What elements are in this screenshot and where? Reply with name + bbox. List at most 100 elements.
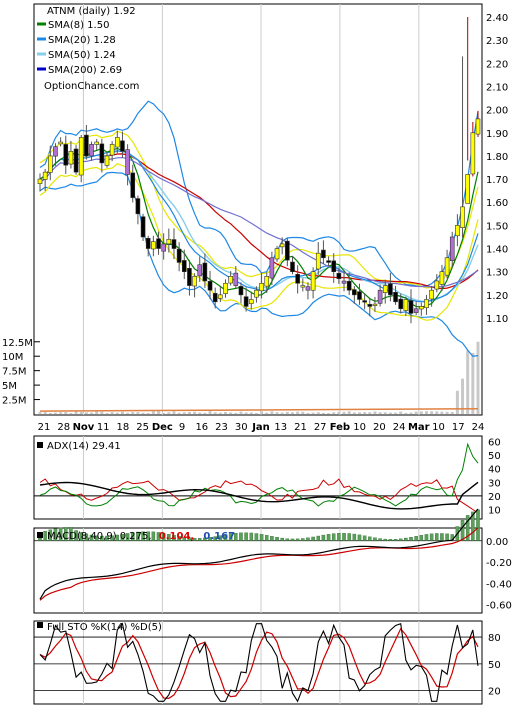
price-y-tick: 1.90 [486,129,508,140]
volume-bar [424,411,428,414]
volume-bar [430,411,434,414]
macd-histogram-bar [285,538,290,541]
volume-bar [64,412,68,414]
macd-histogram-bar [373,537,377,541]
volume-bar [316,412,320,414]
adx-y-tick: 40 [488,465,501,476]
macd-y-tick: 0.00 [486,537,508,548]
volume-bar [95,411,99,414]
macd-histogram-bar [105,535,109,541]
macd-histogram-bar [53,528,58,541]
macd-histogram-bar [326,534,331,541]
adx-plus-di-line [39,442,479,507]
macd-histogram-bar [64,527,68,541]
candle-body [413,308,419,313]
candle-body [424,299,429,309]
candle-body [48,155,53,173]
candle-body [315,252,321,270]
candle-body [187,267,192,286]
candle-body [398,298,404,310]
x-tick-label: 27 [314,422,327,433]
price-legend: ATNM (daily) 1.92 SMA(8) 1.50 SMA(20) 1.… [37,6,139,92]
macd-histogram-bar [445,533,449,541]
macd-histogram-bar [192,538,197,541]
candle-body [89,144,94,157]
sto-y-tick: 80 [488,633,501,644]
macd-histogram-bar [120,534,125,541]
macd-signal-line [39,527,479,601]
macd-histogram-bar [259,534,264,541]
macd-histogram-bar [347,533,351,541]
macd-panel-frame [33,527,483,614]
candle-body [248,299,254,304]
adx-minus-di-line [39,478,479,514]
volume-bar [110,412,114,414]
volume-bar [198,412,202,414]
candle-body [207,281,213,291]
sto-legend: Full STO %K(14) %D(5) [37,622,162,633]
macd-line [39,508,479,600]
volume-bar [290,412,294,414]
volume-bar [53,412,57,414]
macd-histogram-bar [280,537,284,541]
macd-histogram-bar [48,529,53,541]
candle-body [259,282,264,292]
volume-bar [296,411,300,414]
candle-body [218,294,223,299]
macd-histogram-bar [465,515,470,541]
macd-histogram-bar [58,527,63,541]
x-tick-label: 21 [294,422,307,433]
candle-body [326,260,331,263]
candle-body [388,283,393,296]
candle-body [145,238,151,249]
candle-body [419,306,424,310]
volume-bar [141,412,145,414]
candle-body [372,303,378,306]
x-tick-label: 16 [195,422,208,433]
candle-body [197,264,203,277]
legend-sma8: SMA(8) 1.50 [48,20,109,31]
macd-histogram-bar [100,535,104,541]
candle-body [58,141,63,145]
macd-histogram-bar [43,530,47,541]
volume-bars [38,341,480,414]
candle-body [295,273,300,284]
volume-bar [126,412,130,414]
candle-body [429,289,434,300]
candle-body [382,285,388,294]
volume-bar [43,411,47,414]
volume-bar [440,411,444,414]
x-tick-label: Nov [73,422,95,433]
x-tick-label: Mar [408,422,430,433]
volume-bar [301,411,305,414]
volume-bar [476,341,480,414]
macd-histogram-bar [228,533,233,541]
volume-bar [342,411,346,414]
volume-bar [435,411,439,414]
candle-body [403,299,409,311]
x-tick-label: Dec [152,422,173,433]
price-y-tick: 2.30 [486,36,508,47]
volume-bar [167,412,171,414]
candle-body [53,146,58,157]
volume-bar [177,412,181,414]
macd-histogram-bar [74,530,78,541]
candle-body [156,238,161,249]
volume-bar [471,352,475,414]
macd-histogram-bar [378,538,382,541]
candle-body [279,243,285,248]
lower-band [39,171,479,357]
adx-y-tick: 50 [488,451,501,462]
macd-histogram-bar [84,533,89,541]
candle-body [310,271,316,291]
volume-bar [224,412,228,414]
macd-histogram-bar [409,536,413,541]
macd-histogram-bar [110,535,114,541]
volume-bar [285,411,289,414]
macd-histogram-bar [388,539,393,541]
volume-y-tick: 5M [2,381,17,392]
volume-y-tick: 7.5M [2,367,27,378]
price-y-tick: 2.40 [486,13,508,24]
candle-body [171,239,177,249]
candle-body [63,144,69,166]
